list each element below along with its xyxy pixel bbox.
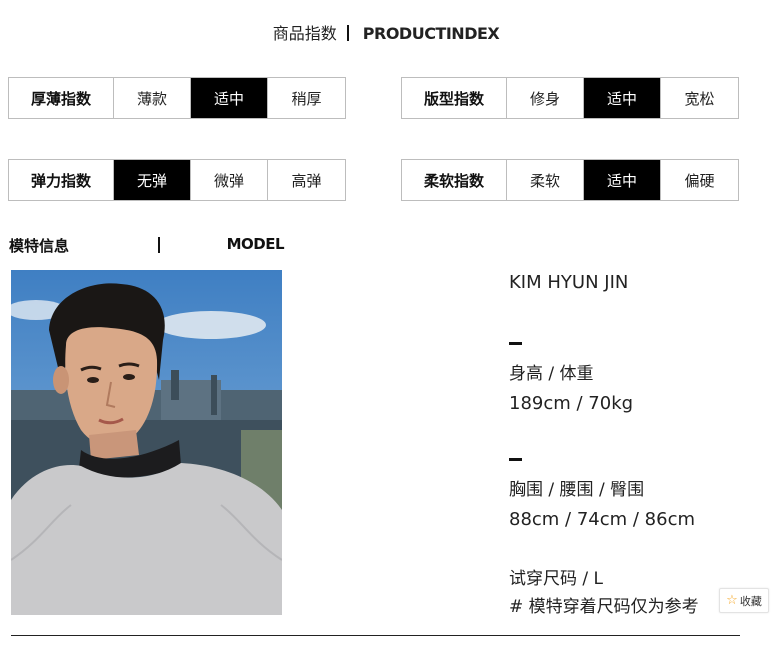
title-divider: [346, 25, 349, 41]
thickness-index: 厚薄指数 薄款 适中 稍厚: [8, 77, 346, 119]
index-option[interactable]: 微弹: [191, 160, 268, 200]
index-option[interactable]: 高弹: [291, 171, 322, 190]
model-section-header: 模特信息 MODEL: [9, 235, 285, 255]
index-label: 弹力指数: [9, 160, 114, 200]
fit-index: 版型指数 修身 适中 宽松: [401, 77, 739, 119]
size-note: # 模特穿着尺码仅为参考: [509, 597, 699, 617]
index-option[interactable]: 修身: [507, 78, 584, 118]
star-icon: ☆: [726, 593, 738, 608]
index-label: 柔软指数: [402, 160, 507, 200]
height-weight-value: 189cm / 70kg: [509, 393, 634, 414]
index-option[interactable]: 宽松: [684, 89, 715, 108]
model-photo: [11, 270, 282, 615]
index-option[interactable]: 适中: [584, 160, 661, 200]
bottom-divider: [11, 635, 740, 636]
favorite-button[interactable]: ☆ 收藏: [719, 588, 769, 613]
index-label: 版型指数: [402, 78, 507, 118]
model-header-divider: [158, 237, 160, 253]
model-header-en: MODEL: [226, 235, 285, 253]
favorite-label: 收藏: [739, 594, 762, 608]
fitting-size: 试穿尺码 / L: [509, 569, 604, 589]
model-name: KIM HYUN JIN: [509, 272, 629, 293]
index-option[interactable]: 柔软: [507, 160, 584, 200]
index-label: 厚薄指数: [9, 78, 114, 118]
product-index-title: 商品指数 PRODUCTINDEX: [0, 20, 772, 44]
index-option[interactable]: 无弹: [114, 160, 191, 200]
model-header-cn: 模特信息: [9, 237, 70, 255]
title-en: PRODUCTINDEX: [362, 24, 500, 43]
measurements-value: 88cm / 74cm / 86cm: [509, 509, 696, 530]
index-option[interactable]: 适中: [191, 78, 268, 118]
measurements-label: 胸围 / 腰围 / 臀围: [509, 480, 645, 500]
title-cn: 商品指数: [272, 24, 337, 43]
index-option[interactable]: 偏硬: [684, 171, 715, 190]
separator-dash: [509, 458, 522, 461]
index-option[interactable]: 适中: [584, 78, 661, 118]
height-weight-label: 身高 / 体重: [509, 364, 594, 384]
elasticity-index: 弹力指数 无弹 微弹 高弹: [8, 159, 346, 201]
softness-index: 柔软指数 柔软 适中 偏硬: [401, 159, 739, 201]
index-option[interactable]: 薄款: [114, 78, 191, 118]
separator-dash: [509, 342, 522, 345]
index-option[interactable]: 稍厚: [291, 89, 322, 108]
